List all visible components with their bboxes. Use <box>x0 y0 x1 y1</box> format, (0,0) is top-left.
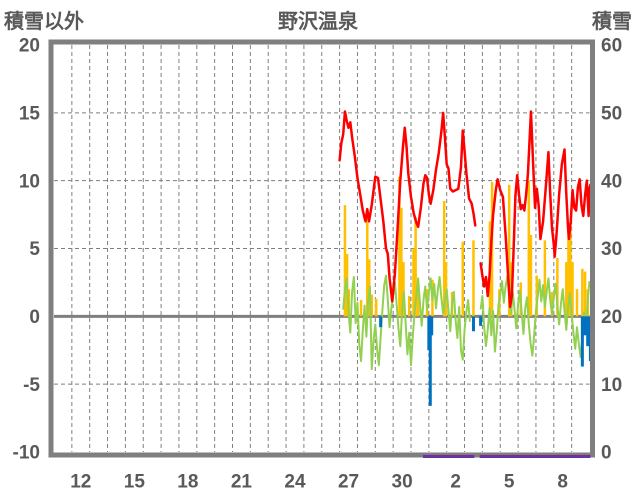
svg-text:0: 0 <box>29 307 40 328</box>
svg-text:0: 0 <box>601 443 612 464</box>
series-green-noise-line <box>342 274 591 371</box>
series-red-line <box>338 110 592 309</box>
svg-text:21: 21 <box>231 472 253 493</box>
svg-text:24: 24 <box>284 472 306 493</box>
svg-text:2: 2 <box>450 472 461 493</box>
svg-text:8: 8 <box>557 472 568 493</box>
right-axis-ticks: 60 50 40 30 20 10 0 <box>601 36 622 464</box>
svg-text:15: 15 <box>124 472 146 493</box>
svg-text:12: 12 <box>70 472 91 493</box>
svg-text:15: 15 <box>19 103 41 124</box>
chart-title: 野沢温泉 <box>278 11 358 33</box>
svg-text:30: 30 <box>392 472 413 493</box>
svg-text:27: 27 <box>338 472 359 493</box>
left-axis-ticks: 20 15 10 5 0 -5 -10 <box>13 36 41 464</box>
left-axis-title: 積雪以外 <box>4 11 84 33</box>
series-blue-bars <box>379 316 592 406</box>
svg-text:10: 10 <box>19 171 40 192</box>
svg-text:60: 60 <box>601 36 622 57</box>
svg-text:50: 50 <box>601 103 622 124</box>
svg-text:5: 5 <box>504 472 515 493</box>
svg-text:5: 5 <box>29 239 40 260</box>
svg-text:18: 18 <box>177 472 198 493</box>
svg-text:10: 10 <box>601 375 622 396</box>
svg-text:40: 40 <box>601 171 622 192</box>
gridlines <box>54 45 590 452</box>
svg-text:20: 20 <box>601 307 622 328</box>
svg-text:30: 30 <box>601 239 622 260</box>
x-axis-ticks: 12 15 18 21 24 27 30 2 5 8 <box>70 472 568 493</box>
plot-frame <box>48 39 595 458</box>
svg-text:20: 20 <box>19 36 40 57</box>
right-axis-title: 積雪 <box>592 11 632 33</box>
svg-text:-5: -5 <box>23 375 40 396</box>
series-orange-bars <box>343 176 589 317</box>
svg-text:-10: -10 <box>13 443 40 464</box>
